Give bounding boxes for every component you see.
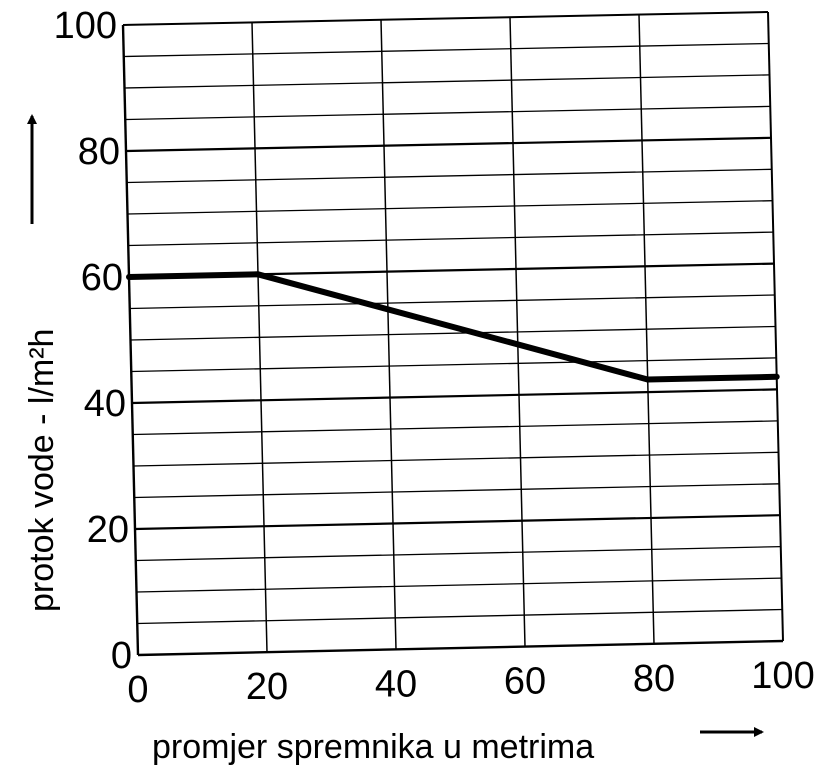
major-grid-lines xyxy=(125,136,781,531)
minor-h-gridline xyxy=(124,74,770,89)
x-tick-label: 20 xyxy=(246,666,288,708)
minor-h-gridline xyxy=(135,545,781,562)
x-tick-label: 0 xyxy=(127,669,148,711)
x-tick-labels: 0 20 40 60 80 100 xyxy=(127,655,814,711)
minor-h-gridline xyxy=(130,325,776,341)
series-point-0-3 xyxy=(773,373,780,380)
y-tick-label: 0 xyxy=(111,635,132,677)
y-tick-label: 60 xyxy=(81,257,123,299)
major-h-gridline xyxy=(134,514,781,531)
x-tick-label: 80 xyxy=(633,658,675,700)
x-axis-line xyxy=(137,639,784,657)
y-axis-line xyxy=(121,24,140,656)
v-gridline xyxy=(251,22,268,653)
minor-grid-lines xyxy=(123,14,783,653)
y-tick-label: 20 xyxy=(87,509,129,551)
y-tick-label: 40 xyxy=(84,383,126,425)
minor-h-gridline xyxy=(134,483,780,499)
right-frame-line xyxy=(767,11,784,642)
x-tick-label: 40 xyxy=(375,663,417,705)
minor-h-gridline xyxy=(123,42,769,58)
series-point-0-0 xyxy=(126,274,132,280)
y-tick-labels: 0 20 40 60 80 100 xyxy=(54,5,132,677)
y-tick-label: 80 xyxy=(78,131,120,173)
minor-h-gridline xyxy=(125,105,771,121)
v-gridline xyxy=(638,14,655,644)
minor-h-gridline xyxy=(126,168,772,184)
minor-h-gridline xyxy=(137,608,783,625)
series-layer xyxy=(126,271,780,383)
minor-h-gridline xyxy=(136,577,782,593)
minor-h-gridline xyxy=(133,451,779,467)
major-h-gridline xyxy=(131,388,778,405)
minor-h-gridline xyxy=(129,294,775,310)
major-h-gridline xyxy=(125,136,772,153)
top-frame-line xyxy=(122,11,769,26)
minor-h-gridline xyxy=(131,357,777,373)
series-point-0-2 xyxy=(644,376,651,383)
minor-h-gridline xyxy=(127,200,773,215)
v-gridline xyxy=(380,19,397,650)
x-tick-label: 60 xyxy=(504,661,546,703)
y-tick-label: 100 xyxy=(54,5,117,47)
y-axis-title: protok vode - l/m²h xyxy=(23,329,61,612)
minor-h-gridline xyxy=(132,420,778,436)
series-point-0-1 xyxy=(255,271,261,278)
minor-h-gridline xyxy=(128,231,774,247)
x-tick-label: 100 xyxy=(751,655,814,697)
series-line-0 xyxy=(128,271,777,383)
plot-frame xyxy=(121,11,784,657)
x-axis-title: promjer spremnika u metrima xyxy=(152,728,594,765)
v-gridline xyxy=(509,17,526,647)
